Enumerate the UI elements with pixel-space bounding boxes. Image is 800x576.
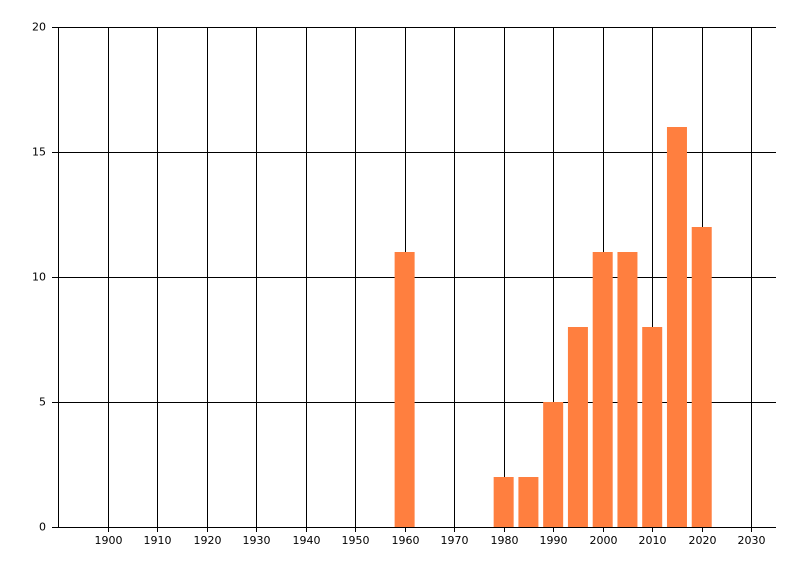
x-tick-label: 2030 <box>738 534 766 547</box>
bar <box>666 127 687 527</box>
x-tick-label: 2000 <box>590 534 618 547</box>
y-tick-label: 0 <box>39 521 46 534</box>
y-tick-label: 15 <box>32 146 46 159</box>
bar <box>592 252 613 527</box>
x-tick-label: 1920 <box>194 534 222 547</box>
x-tick-label: 1900 <box>95 534 123 547</box>
y-tick-label: 20 <box>32 21 46 34</box>
x-tick-label: 2010 <box>639 534 667 547</box>
bar <box>543 402 564 527</box>
bar <box>691 227 712 527</box>
bar <box>567 327 588 527</box>
bar <box>493 477 514 527</box>
bar <box>518 477 539 527</box>
x-tick-label: 1930 <box>243 534 271 547</box>
x-tick-label: 1910 <box>144 534 172 547</box>
bar <box>394 252 415 527</box>
y-tick-label: 5 <box>39 396 46 409</box>
x-tick-label: 1960 <box>392 534 420 547</box>
x-tick-label: 1940 <box>293 534 321 547</box>
y-tick-label: 10 <box>32 271 46 284</box>
bar <box>617 252 638 527</box>
x-tick-label: 1950 <box>342 534 370 547</box>
x-tick-label: 2020 <box>689 534 717 547</box>
x-tick-label: 1990 <box>540 534 568 547</box>
bar <box>642 327 663 527</box>
x-tick-label: 1980 <box>491 534 519 547</box>
x-tick-label: 1970 <box>441 534 469 547</box>
